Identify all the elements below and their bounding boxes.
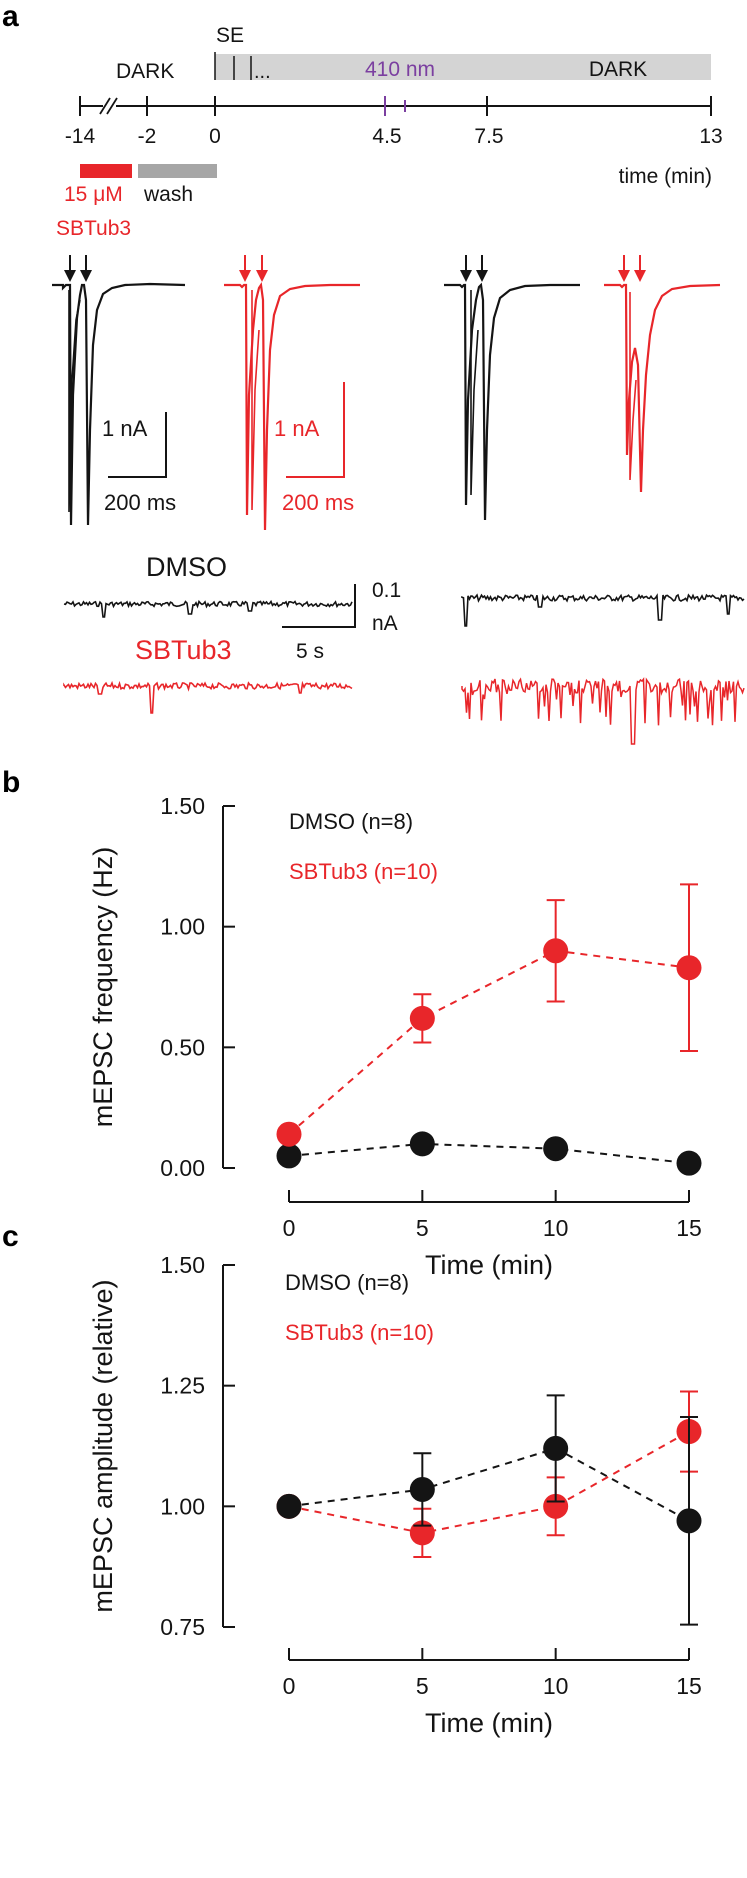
mepsc-trace-dmso-after	[461, 593, 745, 627]
timeline: ... SE DARK 410 nm DARK -14 -2 0 4.5 7.5…	[56, 24, 723, 240]
data-point	[276, 1493, 302, 1519]
stimulus-arrow	[256, 255, 268, 282]
timeline-tick-label: 13	[699, 125, 722, 148]
stimulus-arrow	[80, 255, 92, 282]
mepsc-scalebar-current-2: nA	[372, 612, 398, 635]
x-tick-label: 10	[543, 1673, 569, 1699]
data-point	[543, 938, 569, 964]
legend-entry: DMSO (n=8)	[285, 1270, 409, 1295]
light-label: 410 nm	[365, 58, 435, 81]
series-line	[288, 1430, 690, 1534]
y-tick-label: 0.50	[160, 1034, 205, 1060]
data-point	[676, 1150, 702, 1176]
x-axis-label: Time (min)	[425, 1708, 553, 1738]
dark-left-label: DARK	[116, 60, 174, 83]
dark-right-label: DARK	[589, 58, 647, 81]
y-tick-label: 1.00	[160, 914, 205, 940]
chart-amplitude: 0.75 1.00 1.25 1.50 0 5 10 15 Time (min) mEPSC am…	[88, 1252, 702, 1738]
timeline-tick-label: 0	[209, 125, 221, 148]
x-tick-label: 0	[283, 1673, 296, 1699]
mepsc-scalebar-current-1: 0.1	[372, 579, 401, 602]
scalebar-red-current: 1 nA	[274, 416, 320, 441]
series-line	[288, 949, 690, 1135]
data-point	[409, 1005, 435, 1031]
wash-bar	[138, 164, 217, 178]
x-tick-label: 10	[543, 1215, 569, 1241]
data-point	[543, 1435, 569, 1461]
stimulus-arrow	[634, 255, 646, 282]
x-tick-label: 0	[283, 1215, 296, 1241]
data-point	[543, 1136, 569, 1162]
panel-b-label: b	[2, 766, 20, 799]
drug-name-label: SBTub3	[56, 217, 131, 240]
y-axis-label: mEPSC amplitude (relative)	[88, 1279, 118, 1612]
y-tick-label: 1.50	[160, 1252, 205, 1278]
stimulus-arrow	[618, 255, 630, 282]
y-axis-label: mEPSC frequency (Hz)	[88, 847, 118, 1128]
x-tick-label: 15	[676, 1673, 702, 1699]
evoked-trace-sbtub3-before	[224, 255, 360, 531]
mepsc-trace-sbtub3-after	[461, 677, 745, 745]
mepsc-scalebar-time: 5 s	[296, 640, 324, 663]
y-tick-label: 1.25	[160, 1373, 205, 1399]
se-ellipsis: ...	[254, 61, 271, 83]
y-tick-label: 0.75	[160, 1614, 205, 1640]
evoked-trace-sbtub3-after	[604, 255, 721, 493]
y-tick-label: 0.00	[160, 1155, 205, 1181]
axis-break	[99, 97, 111, 115]
stimulus-arrow	[476, 255, 488, 282]
y-tick-label: 1.50	[160, 793, 205, 819]
scalebar-black: 1 nA 200 ms	[102, 412, 176, 515]
x-tick-label: 15	[676, 1215, 702, 1241]
data-point	[409, 1131, 435, 1157]
scalebar-red: 1 nA 200 ms	[274, 382, 354, 515]
panel-a-label: a	[2, 0, 19, 33]
mepsc-trace-dmso-before	[63, 599, 353, 618]
evoked-trace-dmso-before	[52, 255, 186, 526]
mepsc-scalebar: 0.1 nA 5 s	[282, 579, 401, 663]
stimulus-arrow	[64, 255, 76, 282]
panel-c-label: c	[2, 1220, 19, 1253]
drug-conc-label: 15 μM	[64, 183, 123, 206]
stimulus-arrow	[460, 255, 472, 282]
mepsc-traces	[63, 593, 745, 745]
dmso-trace-label: DMSO	[146, 552, 227, 582]
light-period-bar	[215, 54, 711, 80]
evoked-traces	[52, 255, 721, 531]
legend-entry: SBTub3 (n=10)	[285, 1320, 434, 1345]
legend-entry: DMSO (n=8)	[289, 809, 413, 834]
time-label: time (min)	[619, 165, 712, 188]
data-point	[543, 1493, 569, 1519]
se-label: SE	[216, 24, 244, 47]
data-point	[276, 1121, 302, 1147]
timeline-tick-label: 4.5	[372, 125, 401, 148]
series-line	[288, 1447, 690, 1522]
x-axis-label: Time (min)	[425, 1250, 553, 1280]
scalebar-red-time: 200 ms	[282, 490, 354, 515]
mepsc-trace-sbtub3-before	[63, 680, 353, 714]
data-point	[676, 955, 702, 981]
evoked-trace-dmso-after	[444, 255, 580, 521]
data-point	[409, 1476, 435, 1502]
x-tick-label: 5	[416, 1215, 429, 1241]
sbtub3-trace-label: SBTub3	[135, 635, 232, 665]
timeline-tick-label: 7.5	[474, 125, 503, 148]
legend-entry: SBTub3 (n=10)	[289, 859, 438, 884]
scalebar-black-time: 200 ms	[104, 490, 176, 515]
drug-bar	[80, 164, 132, 178]
x-tick-label: 5	[416, 1673, 429, 1699]
data-point	[676, 1508, 702, 1534]
axis-break	[106, 97, 118, 115]
data-point	[276, 1143, 302, 1169]
timeline-tick-label: -14	[65, 125, 96, 148]
series-line	[288, 1142, 690, 1165]
y-tick-label: 1.00	[160, 1493, 205, 1519]
chart-frequency: 0.00 0.50 1.00 1.50 0 5 10 15 Time (min) mEPSC fr…	[88, 793, 702, 1280]
scalebar-black-current: 1 nA	[102, 416, 148, 441]
stimulus-arrow	[239, 255, 251, 282]
wash-label: wash	[143, 183, 193, 206]
timeline-tick-label: -2	[138, 125, 157, 148]
